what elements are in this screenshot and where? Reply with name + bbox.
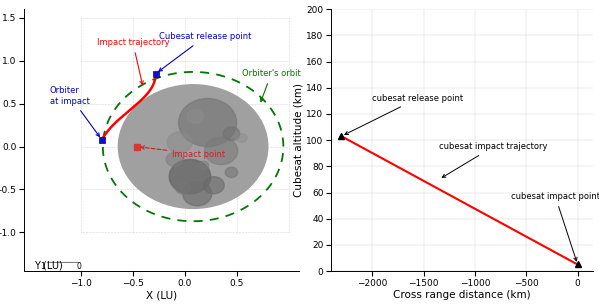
Circle shape — [223, 127, 240, 140]
Circle shape — [204, 137, 238, 164]
Y-axis label: Cubesat altitude (km): Cubesat altitude (km) — [294, 83, 304, 197]
Text: 0: 0 — [77, 262, 81, 271]
Circle shape — [183, 182, 212, 206]
Circle shape — [198, 161, 208, 170]
Circle shape — [237, 134, 247, 142]
Circle shape — [119, 85, 268, 209]
Text: Orbiter's orbit: Orbiter's orbit — [242, 69, 301, 102]
Text: cubesat release point: cubesat release point — [345, 94, 464, 135]
Text: Impact point: Impact point — [141, 146, 225, 159]
Text: 1: 1 — [40, 262, 45, 271]
Circle shape — [167, 132, 192, 152]
Circle shape — [187, 110, 204, 124]
Text: Cubesat release point: Cubesat release point — [159, 32, 251, 71]
Circle shape — [166, 152, 183, 166]
Text: cubesat impact point: cubesat impact point — [511, 192, 599, 261]
Text: Y (LU): Y (LU) — [34, 261, 63, 270]
X-axis label: Cross range distance (km): Cross range distance (km) — [394, 290, 531, 301]
Circle shape — [179, 99, 237, 147]
Circle shape — [170, 160, 211, 194]
Circle shape — [225, 167, 238, 177]
Circle shape — [204, 176, 224, 194]
Text: cubesat impact trajectory: cubesat impact trajectory — [439, 142, 547, 177]
Text: Impact trajectory: Impact trajectory — [96, 38, 170, 84]
X-axis label: X (LU): X (LU) — [146, 290, 177, 301]
Circle shape — [176, 182, 190, 194]
Text: Orbiter
at impact: Orbiter at impact — [50, 86, 99, 136]
